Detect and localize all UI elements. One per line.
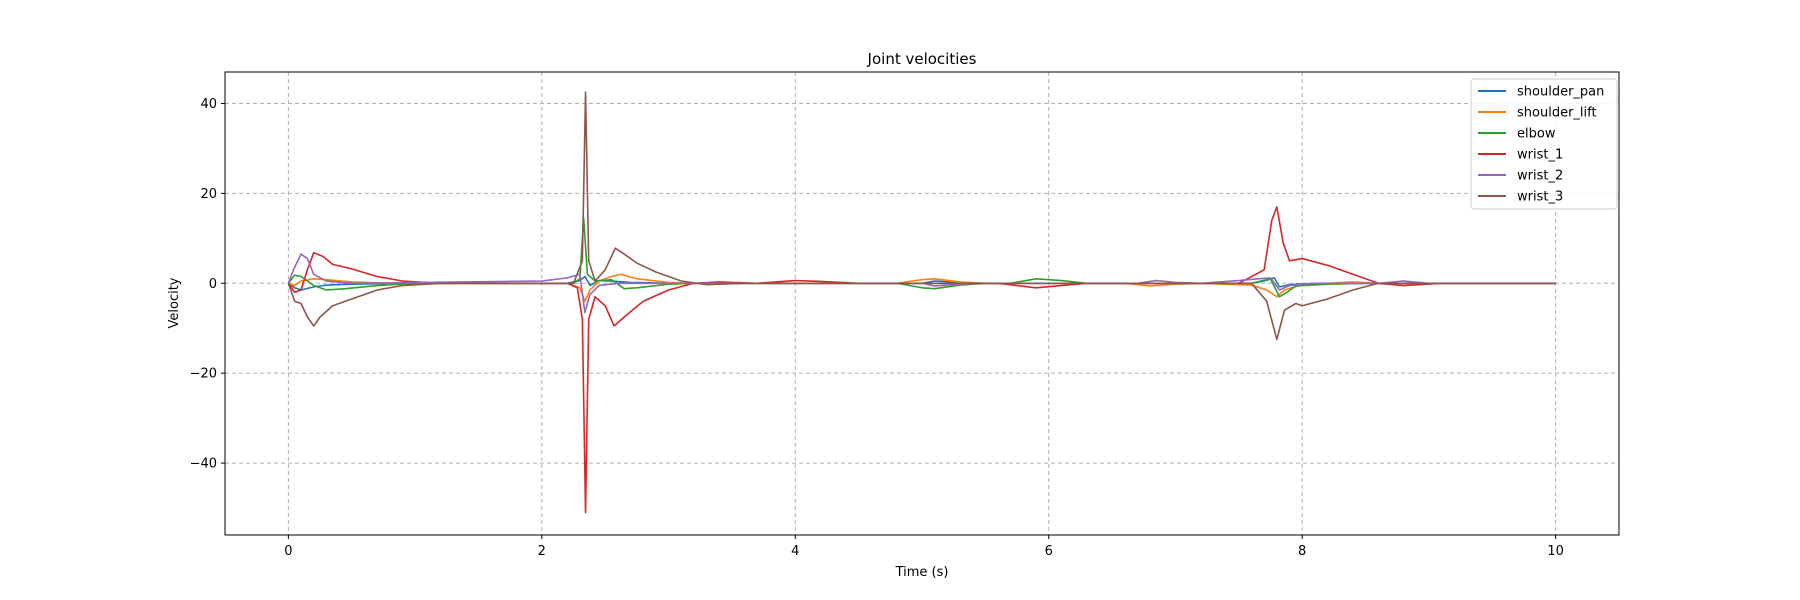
series-line-wrist-1: [287, 206, 1556, 514]
x-tick-label: 10: [1547, 544, 1564, 559]
legend-label-shoulder-lift: shoulder_lift: [1517, 106, 1597, 121]
legend-box: [1470, 78, 1618, 210]
plot-frame: [224, 71, 1620, 536]
x-axis-label: Time (s): [895, 565, 949, 580]
x-tick-label: 6: [1045, 544, 1053, 559]
y-tick-label: 20: [200, 187, 217, 202]
grid-lines: [225, 72, 1619, 535]
legend-label-elbow: elbow: [1517, 127, 1556, 142]
legend-label-wrist-1: wrist_1: [1517, 148, 1563, 163]
y-tick-label: 40: [200, 97, 217, 112]
x-tick-label: 2: [538, 544, 546, 559]
series-line-shoulder-pan: [287, 275, 1556, 291]
chart-title: Joint velocities: [867, 50, 977, 68]
series-line-elbow: [287, 217, 1556, 298]
y-tick-label: −20: [190, 367, 217, 382]
x-tick-label: 0: [284, 544, 292, 559]
axis-ticks: 0 2 4 6 8 10 −40 −20 0 20 40: [190, 97, 1564, 559]
series-line-wrist-2: [287, 253, 1556, 314]
legend-label-wrist-3: wrist_3: [1517, 190, 1563, 205]
y-tick-label: −40: [190, 457, 217, 472]
x-tick-label: 4: [791, 544, 799, 559]
y-tick-label: 0: [209, 277, 217, 292]
legend-label-wrist-2: wrist_2: [1517, 169, 1563, 184]
y-axis-label: Velocity: [167, 277, 182, 328]
series-line-wrist-3: [287, 91, 1556, 341]
x-tick-label: 8: [1298, 544, 1306, 559]
legend-label-shoulder-pan: shoulder_pan: [1517, 85, 1604, 100]
series-lines: [287, 91, 1556, 514]
